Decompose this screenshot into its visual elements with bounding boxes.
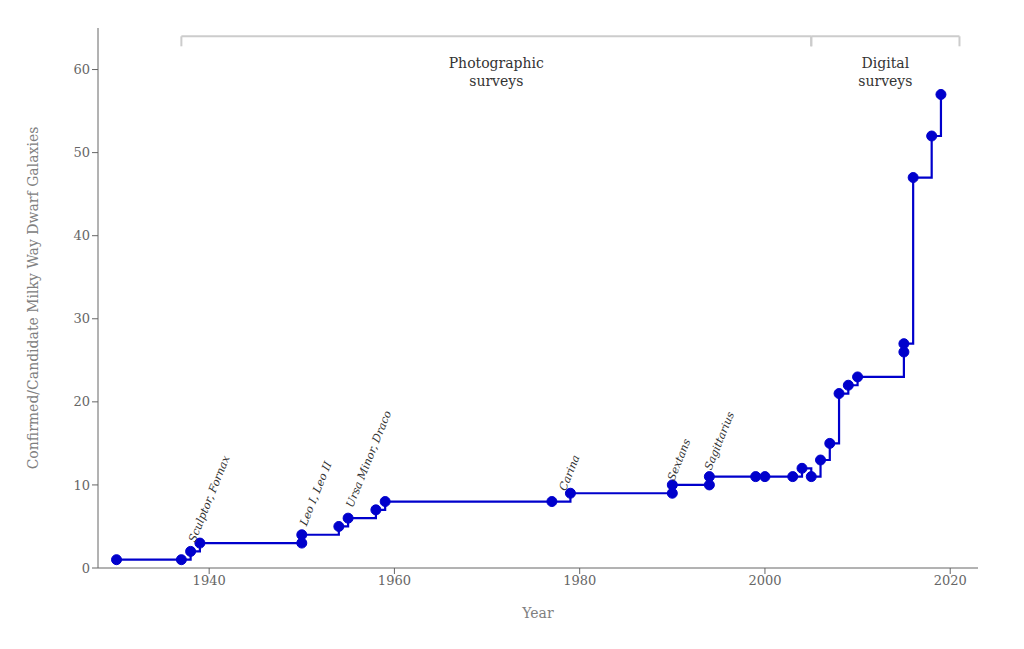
svg-text:Year: Year — [521, 605, 554, 621]
svg-text:2020: 2020 — [934, 573, 967, 588]
svg-text:10: 10 — [73, 478, 90, 493]
svg-text:1960: 1960 — [378, 573, 411, 588]
svg-text:1980: 1980 — [563, 573, 596, 588]
svg-text:Digitalsurveys: Digitalsurveys — [858, 56, 912, 90]
svg-text:1940: 1940 — [193, 573, 226, 588]
svg-text:60: 60 — [73, 62, 90, 77]
svg-text:Confirmed/Candidate Milky Way: Confirmed/Candidate Milky Way Dwarf Gala… — [25, 127, 41, 470]
svg-text:0: 0 — [82, 561, 90, 576]
svg-text:Photographicsurveys: Photographicsurveys — [449, 56, 544, 90]
svg-text:Carina: Carina — [557, 453, 583, 493]
svg-text:Leo I, Leo II: Leo I, Leo II — [297, 459, 335, 528]
svg-text:Sextans: Sextans — [665, 437, 694, 483]
svg-text:Sculptor, Fornax: Sculptor, Fornax — [186, 453, 233, 544]
svg-text:50: 50 — [73, 145, 90, 160]
svg-text:Ursa Minor, Draco: Ursa Minor, Draco — [343, 408, 394, 509]
svg-text:40: 40 — [73, 228, 90, 243]
svg-text:30: 30 — [73, 311, 90, 326]
svg-text:2000: 2000 — [748, 573, 781, 588]
svg-text:20: 20 — [73, 394, 90, 409]
svg-text:Sagittarius: Sagittarius — [702, 410, 737, 472]
